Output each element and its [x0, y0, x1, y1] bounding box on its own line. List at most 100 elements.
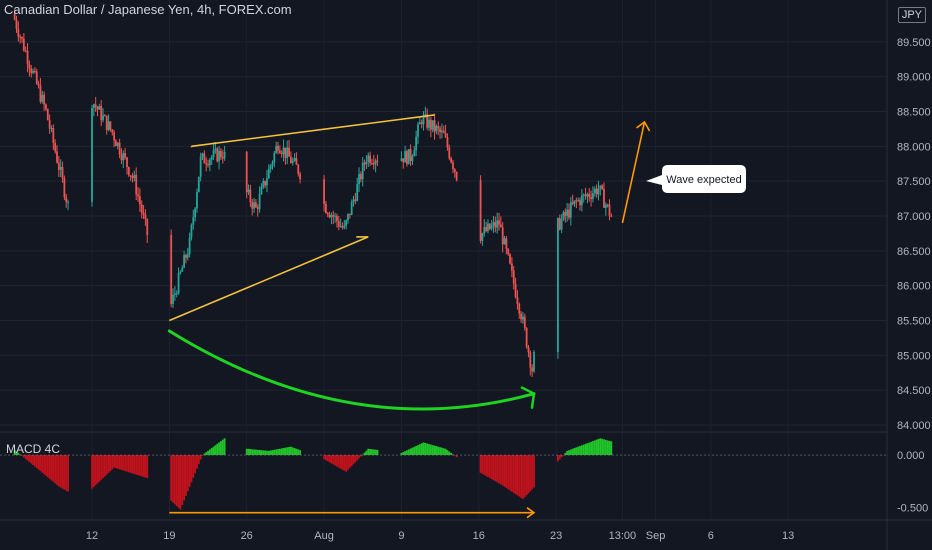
- macd-bar: [133, 455, 136, 475]
- macd-bar: [568, 450, 570, 456]
- candle-body: [26, 50, 29, 65]
- candle-body: [490, 225, 493, 230]
- macd-bar: [245, 448, 248, 456]
- candle-body: [91, 108, 93, 202]
- macd-bar: [92, 455, 95, 487]
- macd-bar: [197, 455, 200, 465]
- macd-bar: [207, 450, 209, 456]
- macd-bar: [249, 449, 252, 456]
- macd-bar: [575, 447, 578, 456]
- candle-body: [350, 202, 353, 215]
- candle-body: [332, 215, 335, 217]
- candle-body: [216, 148, 219, 162]
- candle-body: [188, 237, 191, 255]
- macd-bar: [479, 455, 482, 473]
- price-tick-label: 86.500: [897, 246, 931, 258]
- candle-body: [212, 150, 215, 157]
- macd-bar: [173, 455, 176, 505]
- macd-bar: [481, 455, 484, 474]
- currency-badge[interactable]: JPY: [897, 7, 926, 23]
- candle-body: [509, 254, 511, 264]
- macd-bar: [183, 455, 185, 501]
- macd-bar: [295, 448, 298, 456]
- wave-arrow-head: [636, 120, 651, 132]
- candle-body: [201, 153, 204, 157]
- macd-bar: [442, 448, 445, 456]
- candle-body: [428, 119, 430, 128]
- candle-body: [374, 160, 377, 165]
- candle-body: [413, 150, 416, 157]
- candle-body: [608, 204, 611, 216]
- wave-arrow: [621, 121, 646, 224]
- macd-bar: [137, 455, 139, 476]
- candle-body: [96, 106, 99, 110]
- macd-bar: [278, 448, 281, 456]
- candle-body: [562, 211, 565, 220]
- candle-body: [275, 145, 278, 153]
- macd-bar: [221, 439, 224, 456]
- candle-body: [183, 255, 185, 268]
- macd-bar: [146, 455, 149, 479]
- macd-bar: [43, 455, 46, 475]
- price-tick-label: 87.500: [897, 176, 931, 188]
- candle-body: [406, 151, 408, 165]
- macd-bar: [586, 443, 589, 456]
- macd-bar: [407, 449, 410, 456]
- macd-bar: [185, 455, 187, 496]
- candle-body: [431, 120, 434, 130]
- candle-body: [354, 199, 357, 201]
- candle-body: [481, 233, 484, 241]
- macd-bar: [424, 443, 427, 456]
- candle-body: [516, 297, 519, 305]
- macd-bar: [223, 438, 226, 456]
- macd-bar: [32, 455, 34, 466]
- macd-bar: [334, 455, 336, 466]
- candle-body: [580, 195, 583, 206]
- macd-bar: [435, 446, 438, 456]
- candle-body: [323, 179, 325, 204]
- macd-bar: [418, 444, 421, 456]
- time-tick-label: Sep: [646, 530, 666, 542]
- candle-body: [560, 219, 563, 230]
- time-tick-label: 12: [86, 530, 98, 542]
- macd-bar: [577, 446, 580, 456]
- macd-bar: [406, 450, 408, 456]
- candle-body: [210, 156, 213, 160]
- candle-body: [334, 215, 336, 217]
- candle-body: [92, 104, 95, 109]
- candle-body: [501, 227, 504, 245]
- macd-bar: [356, 455, 359, 461]
- candle-body: [48, 120, 51, 129]
- macd-bar: [120, 455, 123, 470]
- candle-body: [43, 94, 46, 105]
- macd-bar: [503, 455, 506, 487]
- candle-body: [17, 28, 20, 37]
- candle-body: [448, 147, 451, 159]
- candle-body: [575, 200, 578, 202]
- macd-bar: [118, 455, 121, 470]
- candle-body: [586, 194, 589, 197]
- macd-bar: [499, 455, 502, 485]
- candle-body: [411, 156, 414, 161]
- macd-bar: [352, 455, 355, 465]
- time-tick-label: 9: [398, 530, 404, 542]
- macd-bar: [511, 455, 513, 492]
- candle-body: [146, 218, 149, 235]
- macd-bar: [65, 455, 68, 491]
- price-tick-label: 86.000: [897, 281, 931, 293]
- wave-callout: Wave expected: [646, 165, 746, 193]
- macd-bar: [337, 455, 340, 468]
- candle-body: [190, 224, 193, 238]
- candle-body: [266, 178, 268, 186]
- macd-bar: [420, 443, 423, 456]
- macd-bar: [135, 455, 138, 475]
- macd-bar: [529, 455, 532, 492]
- candle-body: [135, 174, 138, 195]
- candle-body: [529, 352, 532, 368]
- macd-bar: [608, 440, 611, 456]
- candle-body: [336, 215, 338, 222]
- callout-bubble: [646, 165, 746, 193]
- macd-bar: [330, 455, 333, 464]
- macd-bar: [411, 447, 414, 456]
